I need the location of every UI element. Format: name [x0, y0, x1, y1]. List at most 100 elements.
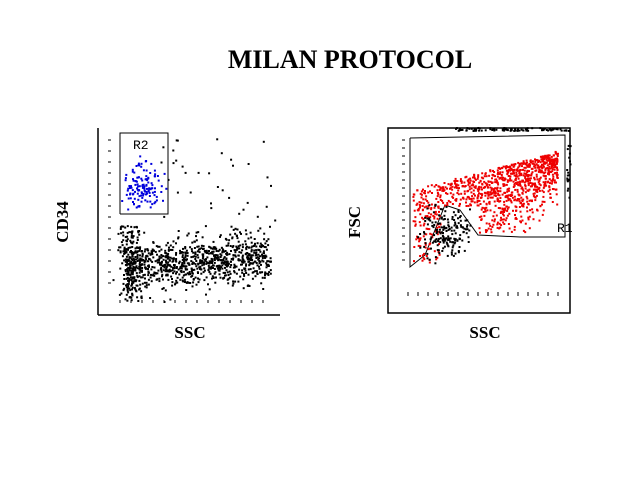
- event-dot: [526, 200, 529, 203]
- event-dot: [469, 177, 472, 180]
- event-dot: [162, 255, 164, 258]
- event-dot: [428, 204, 431, 207]
- event-dot: [220, 262, 223, 265]
- event-dot: [171, 281, 174, 284]
- event-dot: [537, 187, 540, 190]
- event-dot: [178, 273, 181, 276]
- event-dot: [500, 224, 503, 227]
- event-dot: [129, 269, 132, 272]
- event-dot: [146, 187, 148, 190]
- event-dot: [539, 184, 542, 187]
- event-dot: [425, 215, 427, 218]
- event-dot: [203, 261, 205, 264]
- event-dot: [242, 278, 245, 281]
- event-dot: [149, 188, 152, 191]
- event-dot: [517, 177, 520, 180]
- event-dot: [261, 276, 264, 279]
- event-dot: [520, 128, 523, 131]
- event-dot: [130, 284, 133, 287]
- event-dot: [539, 161, 542, 164]
- event-dot: [136, 246, 139, 249]
- event-dot: [138, 279, 141, 282]
- event-dot: [515, 177, 517, 180]
- event-dot: [230, 158, 233, 161]
- event-dot: [234, 254, 237, 257]
- event-dot: [149, 253, 152, 256]
- event-dot: [215, 265, 218, 268]
- event-dot: [141, 179, 144, 182]
- x-label: SSC: [174, 323, 205, 342]
- event-dot: [492, 191, 495, 194]
- event-dot: [189, 191, 192, 194]
- event-dot: [151, 248, 154, 251]
- event-dot: [487, 180, 490, 183]
- event-dot: [477, 190, 480, 192]
- event-dot: [212, 264, 214, 267]
- event-dot: [127, 197, 130, 200]
- event-dot: [234, 249, 237, 252]
- event-dot: [518, 174, 521, 177]
- event-dot: [241, 271, 244, 274]
- event-dot: [142, 274, 145, 277]
- event-dot: [153, 190, 156, 193]
- event-dot: [259, 242, 262, 245]
- event-dot: [491, 225, 494, 228]
- event-dot: [507, 169, 510, 172]
- event-dot: [130, 234, 133, 237]
- event-dot: [465, 129, 468, 132]
- event-dot: [215, 254, 217, 257]
- event-dot: [548, 157, 551, 160]
- event-dot: [153, 249, 155, 252]
- event-dot: [422, 218, 425, 221]
- event-dot: [541, 213, 544, 216]
- event-dot: [135, 206, 138, 209]
- event-dot: [502, 230, 505, 233]
- event-dot: [243, 268, 246, 270]
- event-dot: [494, 181, 497, 184]
- event-dot: [503, 128, 505, 131]
- event-dot: [422, 198, 425, 201]
- event-dot: [157, 269, 160, 272]
- event-dot: [506, 188, 509, 191]
- event-dot: [460, 181, 463, 184]
- event-dot: [151, 250, 154, 253]
- event-dot: [151, 266, 154, 268]
- event-dot: [133, 226, 136, 229]
- event-dot: [538, 219, 541, 222]
- event-dot: [228, 239, 231, 242]
- event-dot: [536, 209, 539, 212]
- event-dot: [430, 207, 433, 209]
- event-dot: [470, 127, 473, 130]
- event-dot: [551, 180, 554, 183]
- event-dot: [176, 281, 179, 284]
- event-dot: [522, 189, 525, 192]
- event-dot: [526, 164, 529, 167]
- event-dot: [140, 258, 143, 261]
- event-dot: [451, 249, 454, 252]
- event-dot: [139, 257, 142, 260]
- event-dot: [518, 198, 521, 201]
- event-dot: [476, 197, 479, 200]
- event-dot: [237, 259, 240, 262]
- event-dot: [539, 169, 542, 172]
- event-dot: [539, 155, 542, 158]
- event-dot: [193, 262, 195, 265]
- event-dot: [191, 241, 194, 244]
- event-dot: [433, 206, 436, 209]
- event-dot: [265, 240, 268, 243]
- event-dot: [173, 264, 176, 267]
- event-dot: [529, 174, 531, 177]
- event-dot: [509, 175, 512, 178]
- event-dot: [148, 195, 151, 197]
- event-dot: [124, 269, 127, 271]
- event-dot: [422, 235, 425, 238]
- event-dot: [186, 254, 189, 257]
- event-dot: [269, 272, 272, 275]
- event-dot: [459, 180, 462, 182]
- event-dot: [259, 271, 262, 274]
- event-dot: [541, 200, 544, 203]
- event-dot: [515, 173, 518, 176]
- event-dot: [184, 247, 187, 250]
- event-dot: [251, 254, 254, 257]
- event-dot: [123, 252, 126, 255]
